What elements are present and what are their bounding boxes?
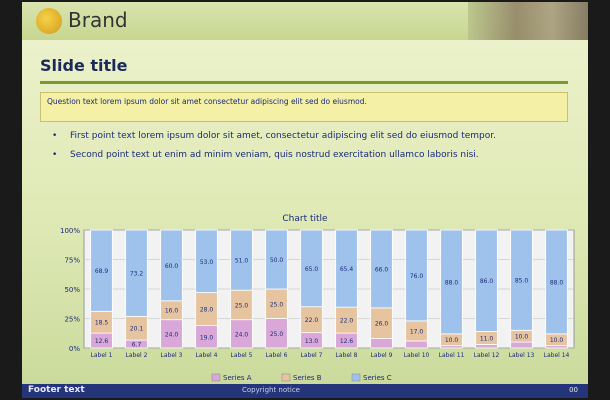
data-label: 60.0 (165, 263, 179, 270)
legend-label: Series B (293, 374, 322, 382)
bar-segment (440, 229, 463, 335)
bullet-item: First point text lorem ipsum dolor sit a… (52, 130, 572, 143)
x-tick-label: Label 4 (196, 352, 218, 359)
bar-segment (370, 338, 393, 349)
data-label: 12.6 (340, 338, 354, 345)
stacked-bar-chart: 12.6 18.5 68.9 6.7 20.1 73.2 24.0 16.0 60.0 19.0 2… (60, 227, 575, 382)
legend-swatch (211, 373, 221, 382)
data-label: 68.9 (95, 268, 109, 275)
data-label: 88.0 (550, 279, 564, 286)
x-tick-label: Label 1 (91, 352, 113, 359)
chart-title: Chart title (282, 214, 328, 224)
x-tick-label: Label 5 (231, 352, 253, 359)
data-label: 76.0 (410, 273, 424, 280)
data-label: 86.0 (480, 278, 494, 285)
data-label: 85.0 (515, 278, 529, 285)
bullet-list: First point text lorem ipsum dolor sit a… (52, 130, 572, 168)
data-label: 13.0 (305, 338, 319, 345)
legend-label: Series A (223, 374, 252, 382)
bar-segment (125, 229, 148, 317)
bar-segment (300, 229, 323, 308)
data-label: 19.0 (200, 334, 214, 341)
y-tick-label: 50% (64, 286, 80, 294)
data-label: 53.0 (200, 259, 214, 266)
bar-segment (90, 229, 113, 312)
legend-swatch (351, 373, 361, 382)
y-tick-label: 100% (60, 227, 80, 235)
bullet-item: Second point text ut enim ad minim venia… (52, 149, 572, 162)
y-tick-label: 25% (64, 316, 80, 324)
data-label: 50.0 (270, 257, 284, 264)
bar-segment (510, 341, 533, 349)
data-label: 20.1 (130, 326, 144, 333)
question-box: Question text lorem ipsum dolor sit amet… (40, 92, 568, 122)
data-label: 22.0 (340, 318, 354, 325)
brand-name: Brand (68, 8, 128, 32)
bar-segment (335, 229, 358, 308)
brand-logo-icon (36, 8, 62, 34)
data-label: 18.5 (95, 320, 109, 327)
x-tick-label: Label 11 (439, 352, 465, 359)
x-tick-label: Label 12 (474, 352, 500, 359)
x-tick-label: Label 14 (544, 352, 570, 359)
bar-segment (265, 229, 288, 290)
bar-segment (160, 229, 183, 302)
y-tick-label: 0% (69, 345, 80, 353)
y-tick-label: 75% (64, 257, 80, 265)
legend-swatch (281, 373, 291, 382)
x-tick-label: Label 7 (301, 352, 323, 359)
x-tick-label: Label 10 (404, 352, 430, 359)
bar-segment (510, 229, 533, 331)
data-label: 17.0 (410, 328, 424, 335)
data-label: 10.0 (515, 334, 529, 341)
x-tick-label: Label 8 (336, 352, 358, 359)
bar-segment (475, 344, 498, 349)
x-tick-label: Label 3 (161, 352, 183, 359)
bar-segment (545, 229, 568, 335)
data-label: 22.0 (305, 317, 319, 324)
data-label: 66.0 (375, 266, 389, 273)
bar-segment (475, 229, 498, 332)
data-label: 24.0 (235, 331, 249, 338)
data-label: 26.0 (375, 321, 389, 328)
footer-title: Footer text (28, 385, 85, 395)
data-label: 25.0 (235, 302, 249, 309)
bar-segment (195, 229, 218, 293)
data-label: 88.0 (445, 279, 459, 286)
bar-segment (405, 229, 428, 322)
data-label: 12.6 (95, 338, 109, 345)
data-label: 10.0 (445, 337, 459, 344)
footer-bar: Footer text Copyright notice 00 (22, 384, 588, 398)
copyright-text: Copyright notice (242, 386, 300, 394)
page-number: 00 (569, 386, 578, 394)
x-tick-label: Label 9 (371, 352, 393, 359)
top-bar: Brand (22, 2, 588, 40)
slide: Brand Slide title Question text lorem ip… (22, 2, 588, 398)
bar-segment (230, 229, 253, 291)
x-tick-label: Label 2 (126, 352, 148, 359)
slide-title: Slide title (40, 56, 128, 75)
data-label: 28.0 (200, 307, 214, 314)
data-label: 10.0 (550, 337, 564, 344)
x-tick-label: Label 6 (266, 352, 288, 359)
data-label: 73.2 (130, 271, 144, 278)
data-label: 25.0 (270, 301, 284, 308)
data-label: 65.0 (305, 266, 319, 273)
header-photo (468, 2, 588, 40)
data-label: 65.4 (340, 266, 354, 273)
data-label: 11.0 (480, 335, 494, 342)
data-label: 25.0 (270, 331, 284, 338)
data-label: 16.0 (165, 308, 179, 315)
data-label: 6.7 (132, 342, 142, 349)
title-bar: Slide title (40, 56, 568, 84)
legend-label: Series C (363, 374, 392, 382)
data-label: 24.0 (165, 331, 179, 338)
bar-segment (405, 340, 428, 349)
bar-segment (370, 229, 393, 309)
data-label: 51.0 (235, 258, 249, 265)
x-tick-label: Label 13 (509, 352, 535, 359)
